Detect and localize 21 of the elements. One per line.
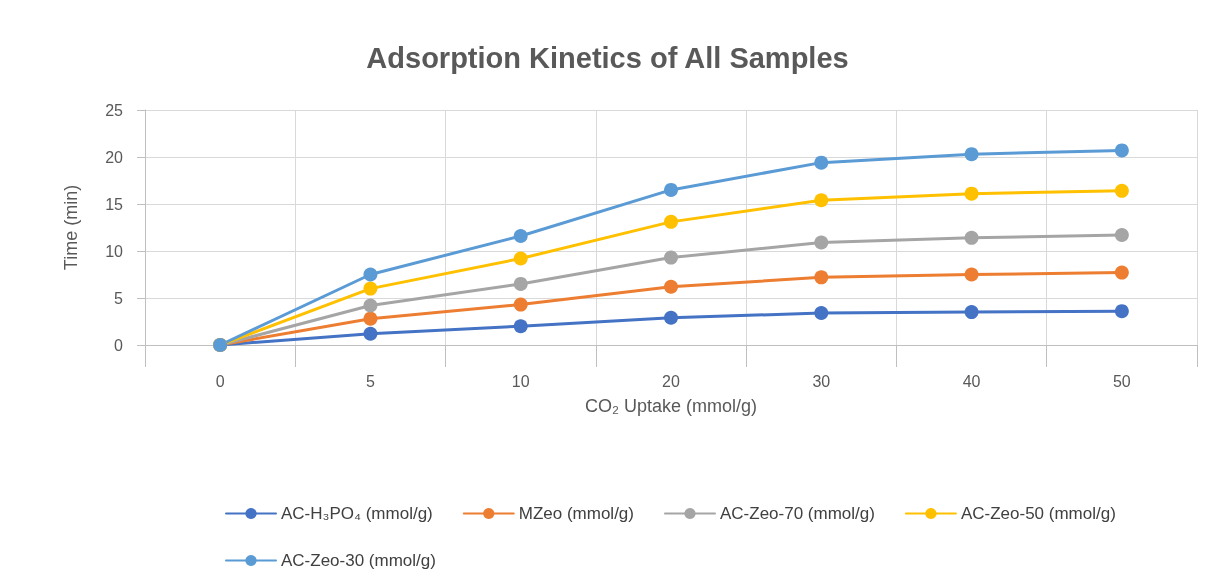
x-tick-label: 20	[662, 372, 680, 390]
y-tick-label: 15	[105, 195, 124, 213]
x-tick-label: 50	[1112, 372, 1131, 390]
x-tick-label: 40	[962, 372, 981, 390]
y-tick-label: 25	[105, 101, 124, 119]
x-axis-title: CO₂ Uptake (mmol/g)	[584, 396, 758, 416]
y-tick-label: 10	[105, 242, 124, 260]
chart-title: Adsorption Kinetics of All Samples	[366, 41, 849, 74]
y-tick-label: 20	[105, 148, 124, 166]
y-axis-title: Time (min)	[61, 184, 81, 271]
x-tick-label: 30	[812, 372, 831, 390]
legend-label: MZeo (mmol/g)	[518, 504, 634, 523]
x-tick-label: 5	[365, 372, 375, 390]
x-tick-label: 10	[511, 372, 530, 390]
legend-label: AC-Zeo-30 (mmol/g)	[281, 551, 436, 570]
x-tick-label: 0	[215, 372, 225, 390]
y-tick-label: 5	[114, 289, 124, 307]
legend-label: AC-Zeo-50 (mmol/g)	[960, 504, 1116, 523]
legend-label: AC-H₃PO₄ (mmol/g)	[281, 504, 433, 523]
legend-label: AC-Zeo-70 (mmol/g)	[719, 504, 875, 523]
y-tick-label: 0	[114, 336, 124, 354]
